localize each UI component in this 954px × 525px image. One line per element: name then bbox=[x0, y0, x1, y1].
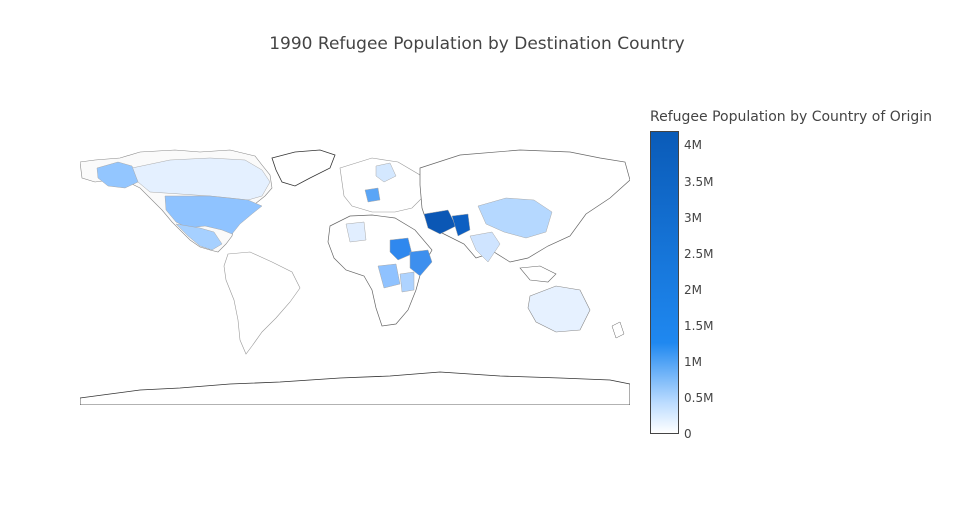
colorbar-tick-label: 0.5M bbox=[684, 390, 714, 405]
europe-landmass bbox=[339, 157, 425, 213]
colorbar-tick-label: 1.5M bbox=[684, 318, 714, 333]
south-america-landmass bbox=[223, 251, 301, 355]
country-china bbox=[477, 197, 553, 239]
country-united-states bbox=[164, 195, 263, 235]
new-zealand bbox=[611, 321, 625, 339]
colorbar-title: Refugee Population by Country of Origin bbox=[650, 109, 933, 125]
country-pakistan bbox=[451, 213, 471, 237]
country-india bbox=[469, 231, 501, 263]
country-sweden bbox=[375, 162, 397, 183]
country-iran bbox=[423, 209, 457, 235]
country-sudan bbox=[389, 237, 413, 261]
colorbar-tick-label: 3.5M bbox=[684, 174, 714, 189]
country-canada bbox=[131, 157, 271, 201]
colorbar-tick-label: 3M bbox=[684, 210, 702, 225]
greenland bbox=[271, 149, 336, 187]
colorbar bbox=[650, 131, 679, 434]
antarctica bbox=[80, 371, 630, 405]
country-algeria bbox=[345, 221, 367, 243]
country-germany bbox=[364, 187, 381, 203]
chart-title: 1990 Refugee Population by Destination C… bbox=[269, 34, 685, 54]
colorbar-tick-label: 1M bbox=[684, 354, 702, 369]
country-tanzania bbox=[399, 271, 415, 293]
se-asia-islands bbox=[519, 265, 557, 283]
country-australia bbox=[527, 285, 591, 333]
colorbar-tick-label: 0 bbox=[684, 427, 692, 441]
colorbar-tick-label: 4M bbox=[684, 138, 702, 153]
country-zaire bbox=[377, 263, 401, 289]
country-mexico bbox=[175, 223, 223, 251]
colorbar-tick-label: 2M bbox=[684, 282, 702, 297]
colorbar-tick-label: 2.5M bbox=[684, 246, 714, 261]
country-us-alaska bbox=[96, 161, 139, 189]
country-ethiopia-somalia bbox=[409, 249, 433, 277]
